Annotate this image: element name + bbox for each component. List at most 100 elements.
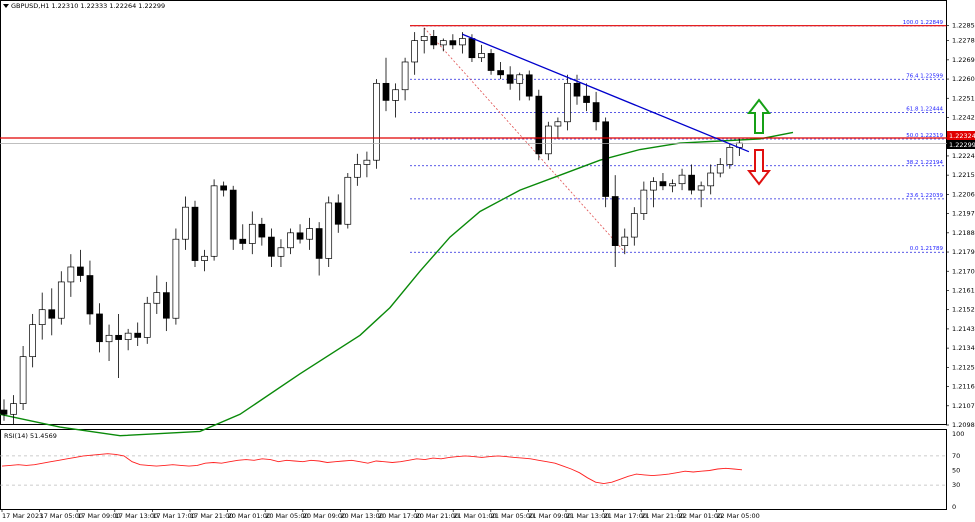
resistance-price-tag	[947, 131, 975, 140]
candle-body	[382, 82, 390, 101]
candle-body	[564, 82, 571, 123]
candle-body	[459, 38, 466, 46]
fib-level-label: 0.0 1.21789	[910, 246, 944, 252]
price-tick-label: 1.22600	[952, 75, 975, 83]
candle-body	[77, 266, 84, 276]
candle-body	[535, 95, 543, 155]
candle-body	[583, 95, 590, 103]
price-tick-label: 1.22690	[952, 56, 975, 64]
candle-body	[48, 309, 56, 319]
candle-body	[640, 189, 648, 214]
time-tick-label: 21 Mar 21:00	[641, 512, 684, 520]
candle-body	[57, 281, 65, 319]
candle-body	[220, 185, 227, 191]
rsi-tick-label: 50	[952, 467, 960, 475]
candle-body	[287, 232, 294, 249]
candle-body	[554, 121, 562, 127]
price-tick-label: 1.21430	[952, 325, 975, 333]
time-tick-label: 17 Mar 09:00	[77, 512, 120, 520]
time-tick-label: 20 Mar 17:00	[378, 512, 421, 520]
candle-body	[602, 121, 610, 197]
price-tick-label: 1.21340	[952, 344, 975, 352]
green-up-arrow-icon	[746, 98, 772, 134]
candle-body	[19, 356, 27, 404]
time-tick-label: 17 Mar 2023	[2, 512, 43, 520]
candle-body	[487, 53, 495, 71]
candle-body	[296, 232, 304, 240]
candle-body	[229, 189, 237, 240]
time-tick-label: 20 Mar 05:00	[265, 512, 308, 520]
candle-body	[201, 255, 208, 261]
candle-body	[191, 206, 199, 261]
candle-body	[573, 82, 581, 97]
time-tick-label: 17 Mar 05:00	[40, 512, 83, 520]
candle-body	[468, 38, 476, 59]
candle-body	[10, 403, 17, 415]
time-tick-label: 21 Mar 05:00	[491, 512, 534, 520]
rsi-tick-label: 100	[952, 430, 964, 438]
candle-body	[105, 334, 113, 343]
candle-body	[182, 206, 189, 240]
candle-body	[506, 74, 514, 84]
candle-body	[716, 164, 724, 174]
fib-level-label: 61.8 1.22444	[906, 106, 943, 112]
candle-body	[611, 196, 619, 246]
candle-body	[354, 164, 361, 178]
candle-body	[124, 332, 132, 340]
candle-body	[0, 409, 8, 415]
descending-trendline	[462, 33, 750, 153]
candle-body	[172, 238, 180, 319]
rsi-tick-label: 30	[952, 481, 960, 489]
candle-body	[315, 228, 323, 259]
time-tick-label: 22 Mar 05:00	[716, 512, 759, 520]
candlestick-series	[0, 27, 743, 425]
candle-body	[344, 176, 352, 225]
candle-body	[420, 36, 428, 41]
candle-body	[621, 236, 629, 246]
price-tick-label: 1.21880	[952, 229, 975, 237]
dropdown-triangle-icon[interactable]	[3, 4, 9, 8]
candle-body	[363, 159, 371, 165]
candle-body	[143, 302, 151, 338]
candle-body	[650, 181, 657, 191]
horizontal-levels	[0, 25, 947, 144]
candle-body	[688, 174, 695, 191]
candle-body	[268, 236, 275, 257]
price-panel-frame	[0, 0, 947, 425]
candle-body	[239, 238, 247, 244]
fib-level-label: 76.4 1.22599	[906, 73, 943, 79]
red-down-arrow-icon	[746, 149, 772, 186]
candle-body	[678, 174, 686, 185]
candle-body	[544, 125, 552, 155]
time-tick-label: 20 Mar 21:00	[416, 512, 459, 520]
fib-level-label: 50.0 1.22319	[906, 133, 943, 139]
resistance-price-tag-text: 1.22324	[949, 132, 975, 140]
price-tick-label: 1.21790	[952, 248, 975, 256]
price-tick-label: 1.22780	[952, 37, 975, 45]
price-tick-label: 1.21520	[952, 306, 975, 314]
price-tick-label: 1.21160	[952, 383, 975, 391]
candle-body	[258, 223, 266, 238]
candle-body	[497, 70, 504, 76]
rsi-panel-frame	[0, 429, 947, 510]
price-tick-label: 1.20980	[952, 421, 975, 429]
candle-body	[67, 266, 75, 283]
candle-body	[592, 102, 600, 123]
candle-body	[449, 40, 457, 46]
candle-body	[401, 61, 409, 91]
fib-level-label: 23.6 1.22039	[906, 193, 943, 199]
candle-body	[439, 40, 447, 46]
price-tick-label: 1.21070	[952, 402, 975, 410]
time-tick-label: 20 Mar 01:00	[228, 512, 271, 520]
price-tick-label: 1.22510	[952, 94, 975, 102]
candle-body	[630, 213, 638, 238]
price-tick-label: 1.21970	[952, 210, 975, 218]
price-tick-label: 1.22240	[952, 152, 975, 160]
moving-average-path	[0, 131, 794, 437]
price-tick-label: 1.22150	[952, 171, 975, 179]
candle-body	[525, 74, 533, 97]
candle-body	[163, 292, 170, 319]
candle-body	[669, 183, 676, 187]
